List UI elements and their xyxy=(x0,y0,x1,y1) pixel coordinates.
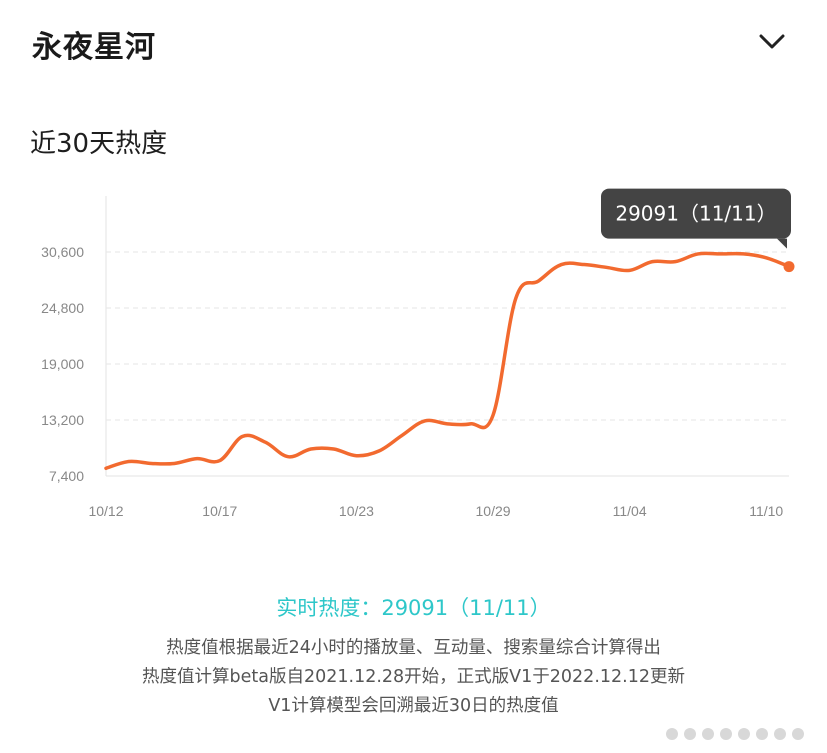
chevron-down-icon xyxy=(759,34,785,49)
collapse-button[interactable] xyxy=(756,28,788,56)
y-tick-label: 13,200 xyxy=(41,412,84,428)
tooltip-box xyxy=(601,188,791,239)
y-tick-label: 24,800 xyxy=(41,300,84,316)
x-tick-label: 10/29 xyxy=(476,503,511,519)
realtime-heat: 实时热度：29091（11/11） xyxy=(0,592,827,622)
note-line: V1计算模型会回溯最近30日的热度值 xyxy=(268,696,559,716)
y-tick-label: 19,000 xyxy=(41,356,84,372)
notes: 热度值根据最近24小时的播放量、互动量、搜索量综合计算得出 热度值计算beta版… xyxy=(0,634,827,721)
page-title: 永夜星河 xyxy=(32,30,156,65)
tooltip-pointer xyxy=(777,238,787,249)
x-tick-label: 10/17 xyxy=(202,503,237,519)
x-tick-label: 10/23 xyxy=(339,503,374,519)
note-line: 热度值根据最近24小时的播放量、互动量、搜索量综合计算得出 xyxy=(166,638,661,658)
x-tick-label: 10/12 xyxy=(88,503,123,519)
section-title: 近30天热度 xyxy=(30,129,168,159)
heat-chart: 7,400 13,200 19,000 24,800 30,600 10/12 10/17 1… xyxy=(41,188,795,519)
note-line: 热度值计算beta版自2021.12.28开始，正式版V1于2022.12.12… xyxy=(142,667,685,687)
series-line xyxy=(104,251,791,471)
x-tick-label: 11/10 xyxy=(749,503,783,519)
watermark-dots xyxy=(666,728,804,740)
highlight-point[interactable] xyxy=(783,261,795,273)
realtime-value: 29091（11/11） xyxy=(381,596,551,620)
tooltip-label: 29091（11/11） xyxy=(615,202,776,226)
tooltip: 29091（11/11） xyxy=(601,188,791,249)
y-tick-label: 7,400 xyxy=(49,468,84,484)
y-tick-label: 30,600 xyxy=(41,244,84,260)
realtime-label: 实时热度： xyxy=(276,596,382,620)
x-tick-label: 11/04 xyxy=(613,503,647,519)
header: 永夜星河 xyxy=(0,0,827,90)
